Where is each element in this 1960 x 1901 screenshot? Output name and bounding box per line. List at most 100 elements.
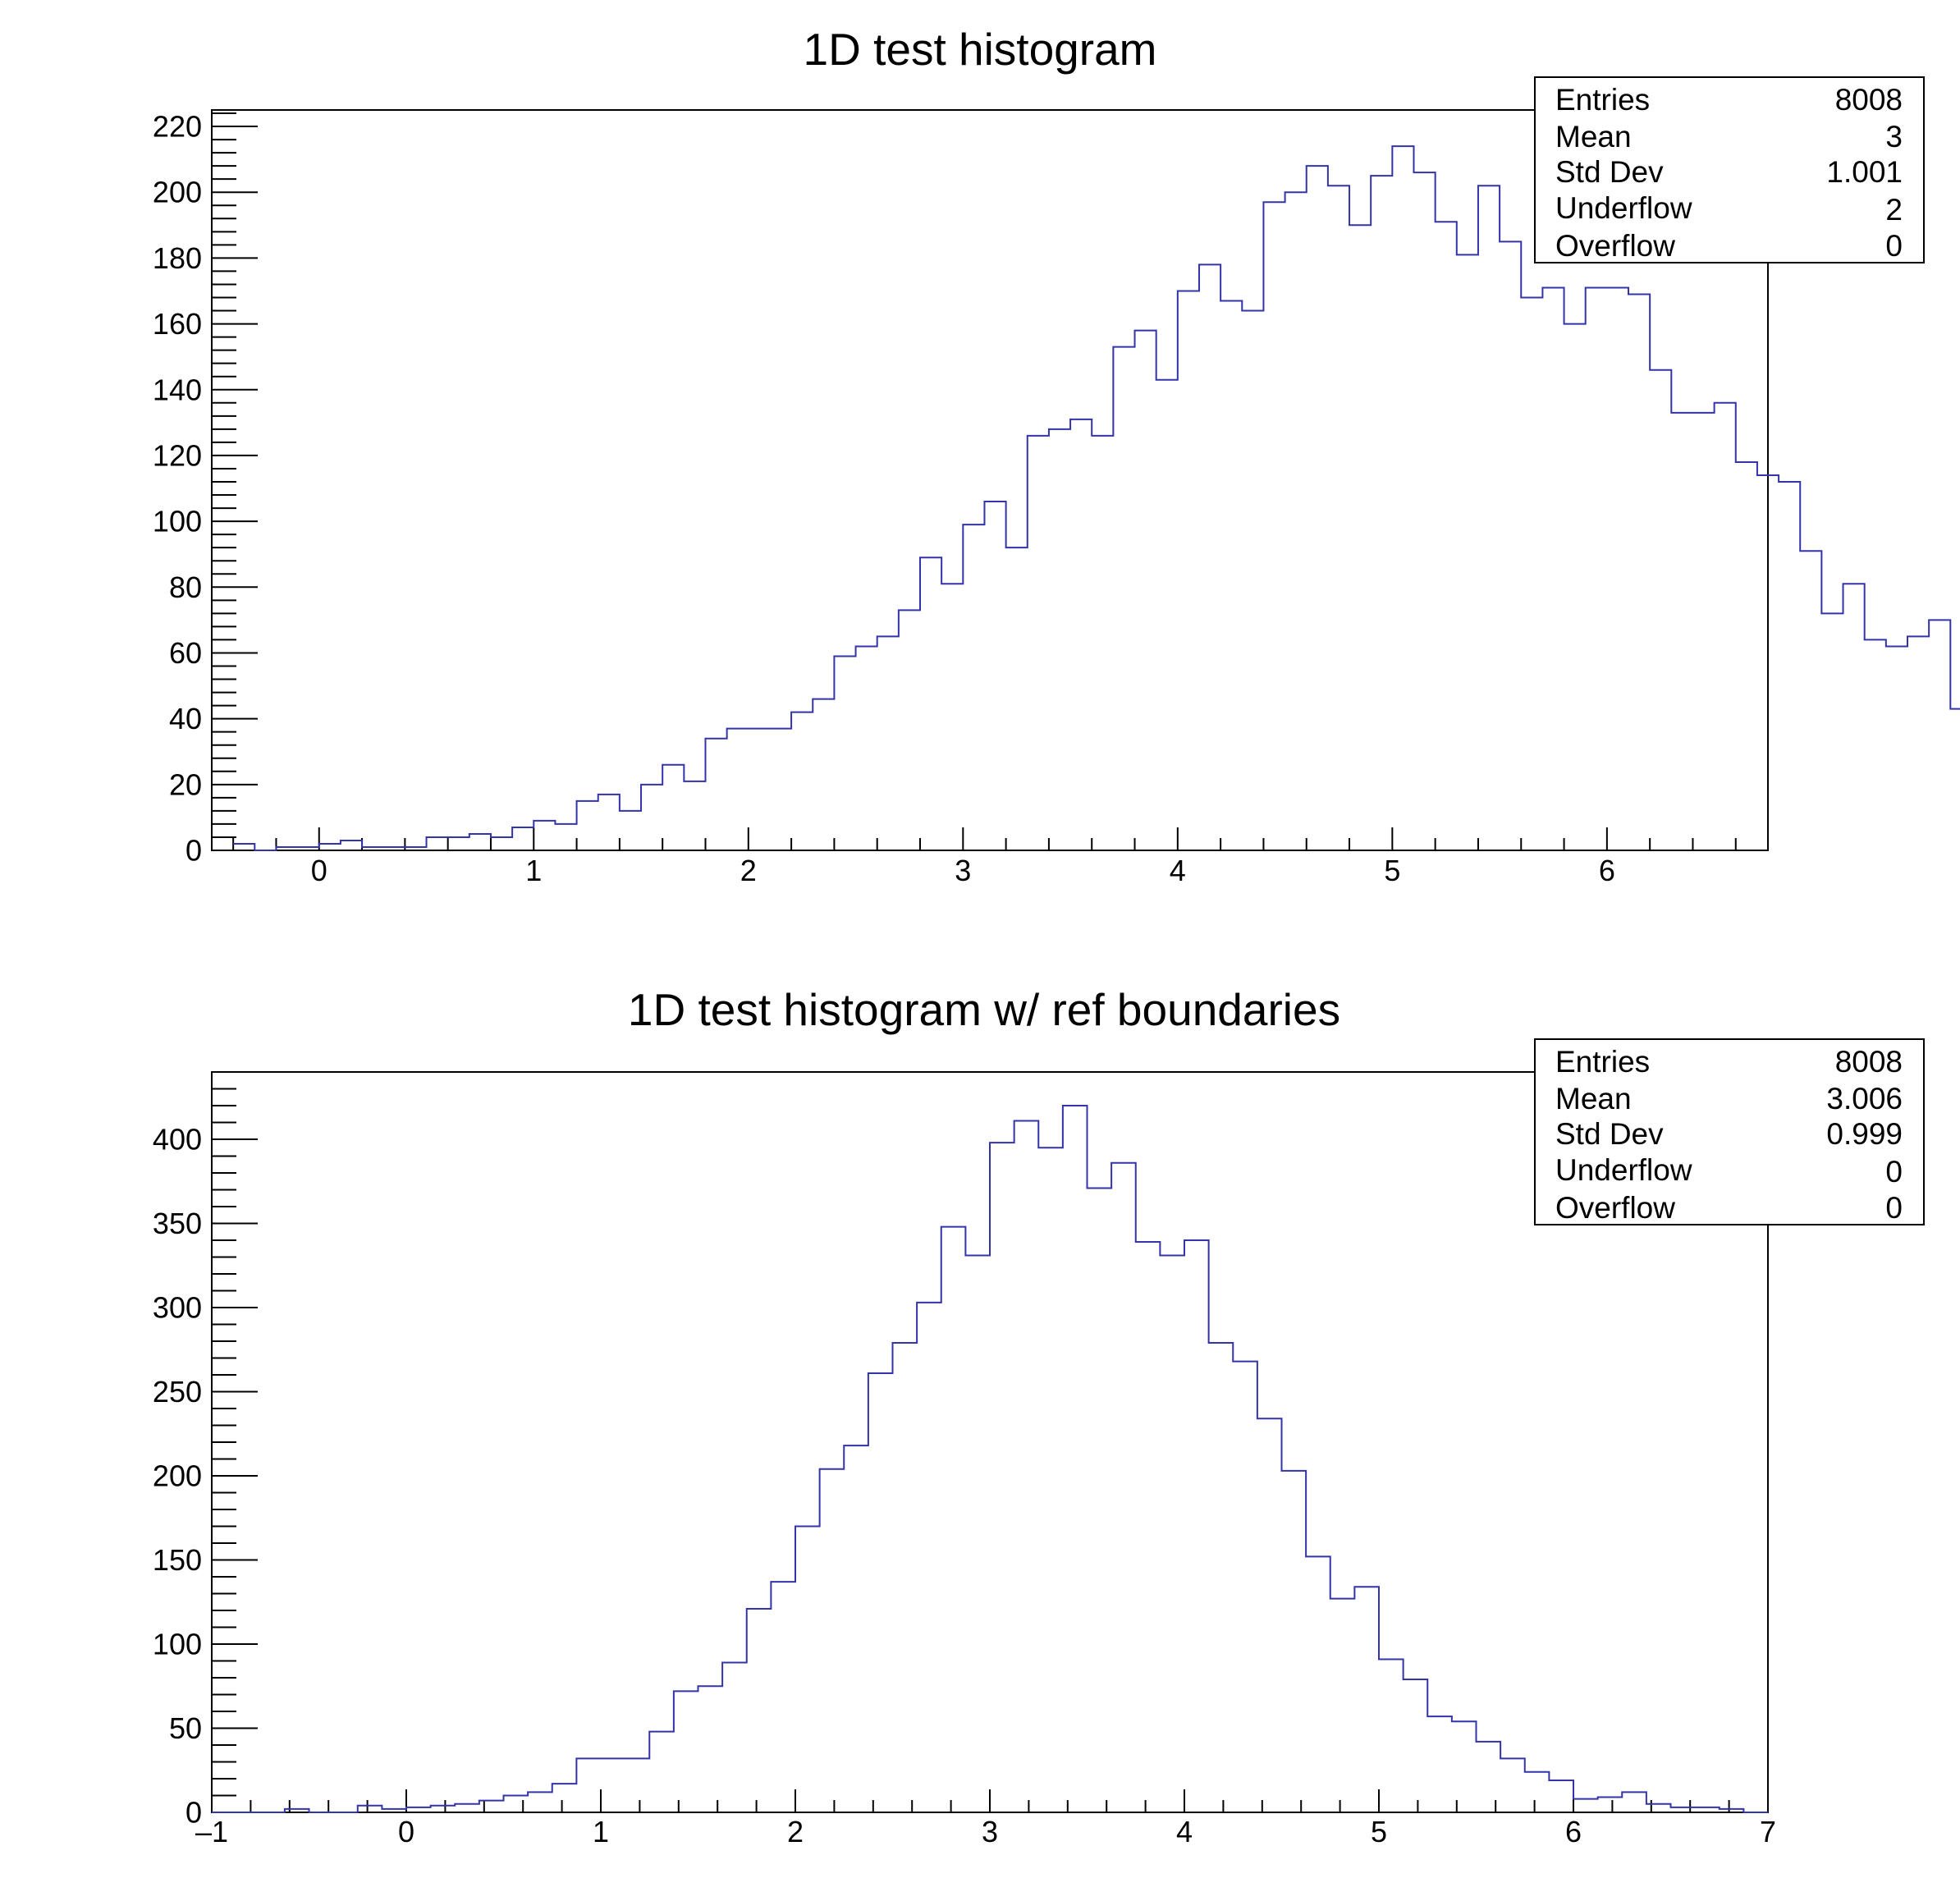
chart-title-top: 1D test histogram (803, 24, 1156, 75)
y-axis-labels-bottom: 0 50 100 150 200 250 300 350 400 (153, 1123, 202, 1830)
pad-bottom-histogram: 1D test histogram w/ ref boundaries 0 50… (153, 984, 1925, 1848)
histogram-bin (1646, 1804, 1671, 1812)
histogram-bin (1736, 462, 1757, 850)
stats-box-bottom: Entries 8008 Mean 3.006 Std Dev 0.999 Un… (1534, 1038, 1925, 1225)
histogram-bin (1586, 287, 1607, 850)
x-tick-label: 4 (1170, 854, 1186, 887)
histogram-bin (1178, 291, 1199, 850)
histogram-bin (1257, 1418, 1282, 1812)
stats-label-std-dev: Std Dev (1555, 1117, 1664, 1151)
histogram-outline-top (233, 145, 1960, 851)
histogram-bin (747, 1609, 772, 1812)
histogram-bin (1436, 222, 1457, 850)
y-tick-label: 20 (169, 767, 202, 801)
histogram-bin (1500, 1758, 1525, 1812)
x-tick-label: –1 (195, 1815, 228, 1848)
histogram-bin (1220, 301, 1242, 850)
histogram-bin (1929, 620, 1950, 850)
histogram-bin (341, 841, 362, 850)
y-axis-ticks-top (212, 112, 258, 851)
histogram-bin (1006, 547, 1028, 850)
histogram-bin (820, 1469, 845, 1812)
histogram-bin (1542, 287, 1564, 850)
histogram-bin (1371, 176, 1392, 850)
y-tick-label: 140 (153, 373, 202, 406)
histogram-bin (877, 636, 899, 850)
histogram-bin (1285, 192, 1307, 850)
y-tick-label: 0 (185, 1796, 202, 1830)
x-tick-label: 0 (311, 854, 327, 887)
histogram-bin (1671, 413, 1692, 850)
histogram-bin (1379, 1659, 1404, 1812)
histogram-bin (555, 824, 576, 850)
x-tick-label: 5 (1384, 854, 1400, 887)
y-tick-label: 350 (153, 1207, 202, 1240)
histogram-bin (577, 801, 598, 850)
y-axis-labels-top: 0 20 40 60 80 100 120 140 160 180 200 22… (153, 110, 202, 868)
histogram-bin (576, 1758, 601, 1812)
histogram-bin (1452, 1721, 1477, 1812)
histogram-bin (1477, 1742, 1501, 1812)
histogram-bin (722, 1663, 747, 1812)
histogram-bin (1404, 1679, 1428, 1812)
stats-value-underflow: 0 (1885, 1155, 1903, 1189)
histogram-bin (1478, 186, 1500, 850)
histogram-bin (1199, 264, 1220, 850)
histogram-bin (1525, 1772, 1550, 1812)
histogram-bin (1111, 1163, 1136, 1812)
histogram-bin (965, 1255, 990, 1812)
histogram-bin (1113, 347, 1134, 850)
histogram-bin (1573, 1799, 1598, 1812)
histogram-bin (771, 1582, 795, 1812)
y-tick-label: 40 (169, 702, 202, 735)
histogram-bin (1307, 166, 1328, 850)
histogram-bin (893, 1343, 918, 1812)
histogram-bin (1907, 636, 1929, 850)
histogram-bin (504, 1796, 529, 1813)
histogram-bin (1063, 1106, 1088, 1812)
histogram-bin (534, 821, 555, 850)
histogram-bin (1135, 331, 1156, 850)
histogram-bin (358, 1806, 382, 1812)
histogram-bin (1500, 241, 1521, 850)
histogram-bin (1209, 1343, 1234, 1812)
histogram-bin (1328, 186, 1349, 850)
histogram-bin (698, 1686, 723, 1812)
histogram-bin (917, 1303, 941, 1812)
stats-label-std-dev: Std Dev (1555, 155, 1664, 189)
y-tick-label: 80 (169, 570, 202, 604)
histogram-bin (431, 1806, 456, 1812)
stats-label-underflow: Underflow (1555, 191, 1692, 225)
stats-label-mean: Mean (1555, 120, 1632, 153)
histogram-bin (1564, 324, 1586, 850)
stats-value-mean: 3 (1885, 120, 1903, 153)
stats-value-std-dev: 1.001 (1826, 155, 1903, 189)
histogram-bin (469, 834, 491, 850)
histogram-bin (1354, 1587, 1379, 1812)
histogram-bin (705, 739, 726, 850)
histogram-bin (1038, 1147, 1063, 1812)
histogram-bin (1160, 1255, 1184, 1812)
histogram-bin (455, 1804, 479, 1812)
y-tick-label: 150 (153, 1543, 202, 1577)
x-tick-label: 6 (1599, 854, 1615, 887)
plot-frame-top (211, 109, 1769, 851)
histogram-bin (1413, 172, 1435, 850)
histogram-bin (813, 699, 834, 850)
histogram-bin (941, 1227, 966, 1812)
histogram-outline-bottom (212, 1105, 1768, 1813)
y-tick-label: 400 (153, 1123, 202, 1157)
stats-label-underflow: Underflow (1555, 1153, 1692, 1187)
histogram-bin (856, 646, 877, 850)
pad-top-histogram: 1D test histogram 0 20 40 60 80 100 120 … (153, 24, 1960, 887)
histogram-bin (1843, 584, 1865, 850)
histogram-bin (674, 1691, 698, 1812)
x-tick-label: 3 (955, 854, 971, 887)
stats-label-overflow: Overflow (1555, 229, 1675, 263)
histogram-bin (1014, 1120, 1039, 1812)
histogram-bin (1049, 429, 1070, 850)
histogram-bin (1028, 436, 1049, 850)
stats-value-entries: 8008 (1835, 83, 1903, 117)
stats-label-overflow: Overflow (1555, 1191, 1675, 1225)
histogram-bin (319, 844, 341, 850)
